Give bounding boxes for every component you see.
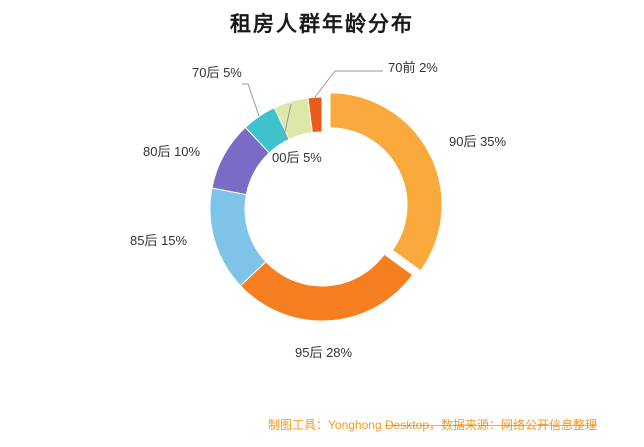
leader-line — [314, 70, 383, 98]
pie-slice-0[interactable] — [329, 92, 443, 272]
slice-label-80hou: 80后 10% — [143, 144, 201, 159]
slice-label-90hou: 90后 35% — [449, 134, 507, 149]
footer-credit-tool: 制图工具：Yonghong — [268, 418, 385, 432]
chart-title: 租房人群年龄分布 — [230, 13, 414, 36]
slice-label-70hou: 70后 5% — [192, 65, 242, 80]
slice-label-00hou: 00后 5% — [272, 150, 322, 165]
slice-label-95hou: 95后 28% — [295, 345, 353, 360]
leader-line — [282, 103, 292, 142]
pie-slice-1[interactable] — [239, 253, 414, 322]
footer-credit: 制图工具：Yonghong Desktop，数据来源：网络公开信息整理 — [268, 416, 597, 433]
footer-credit-source: 网络公开信息整理 — [501, 418, 598, 432]
leader-line — [242, 83, 260, 117]
footer-credit-source-label: Desktop，数据来源： — [384, 418, 501, 432]
slice-label-70qian: 70前 2% — [388, 60, 438, 75]
slice-label-85hou: 85后 15% — [130, 233, 188, 248]
pie-slice-6[interactable] — [307, 96, 323, 134]
